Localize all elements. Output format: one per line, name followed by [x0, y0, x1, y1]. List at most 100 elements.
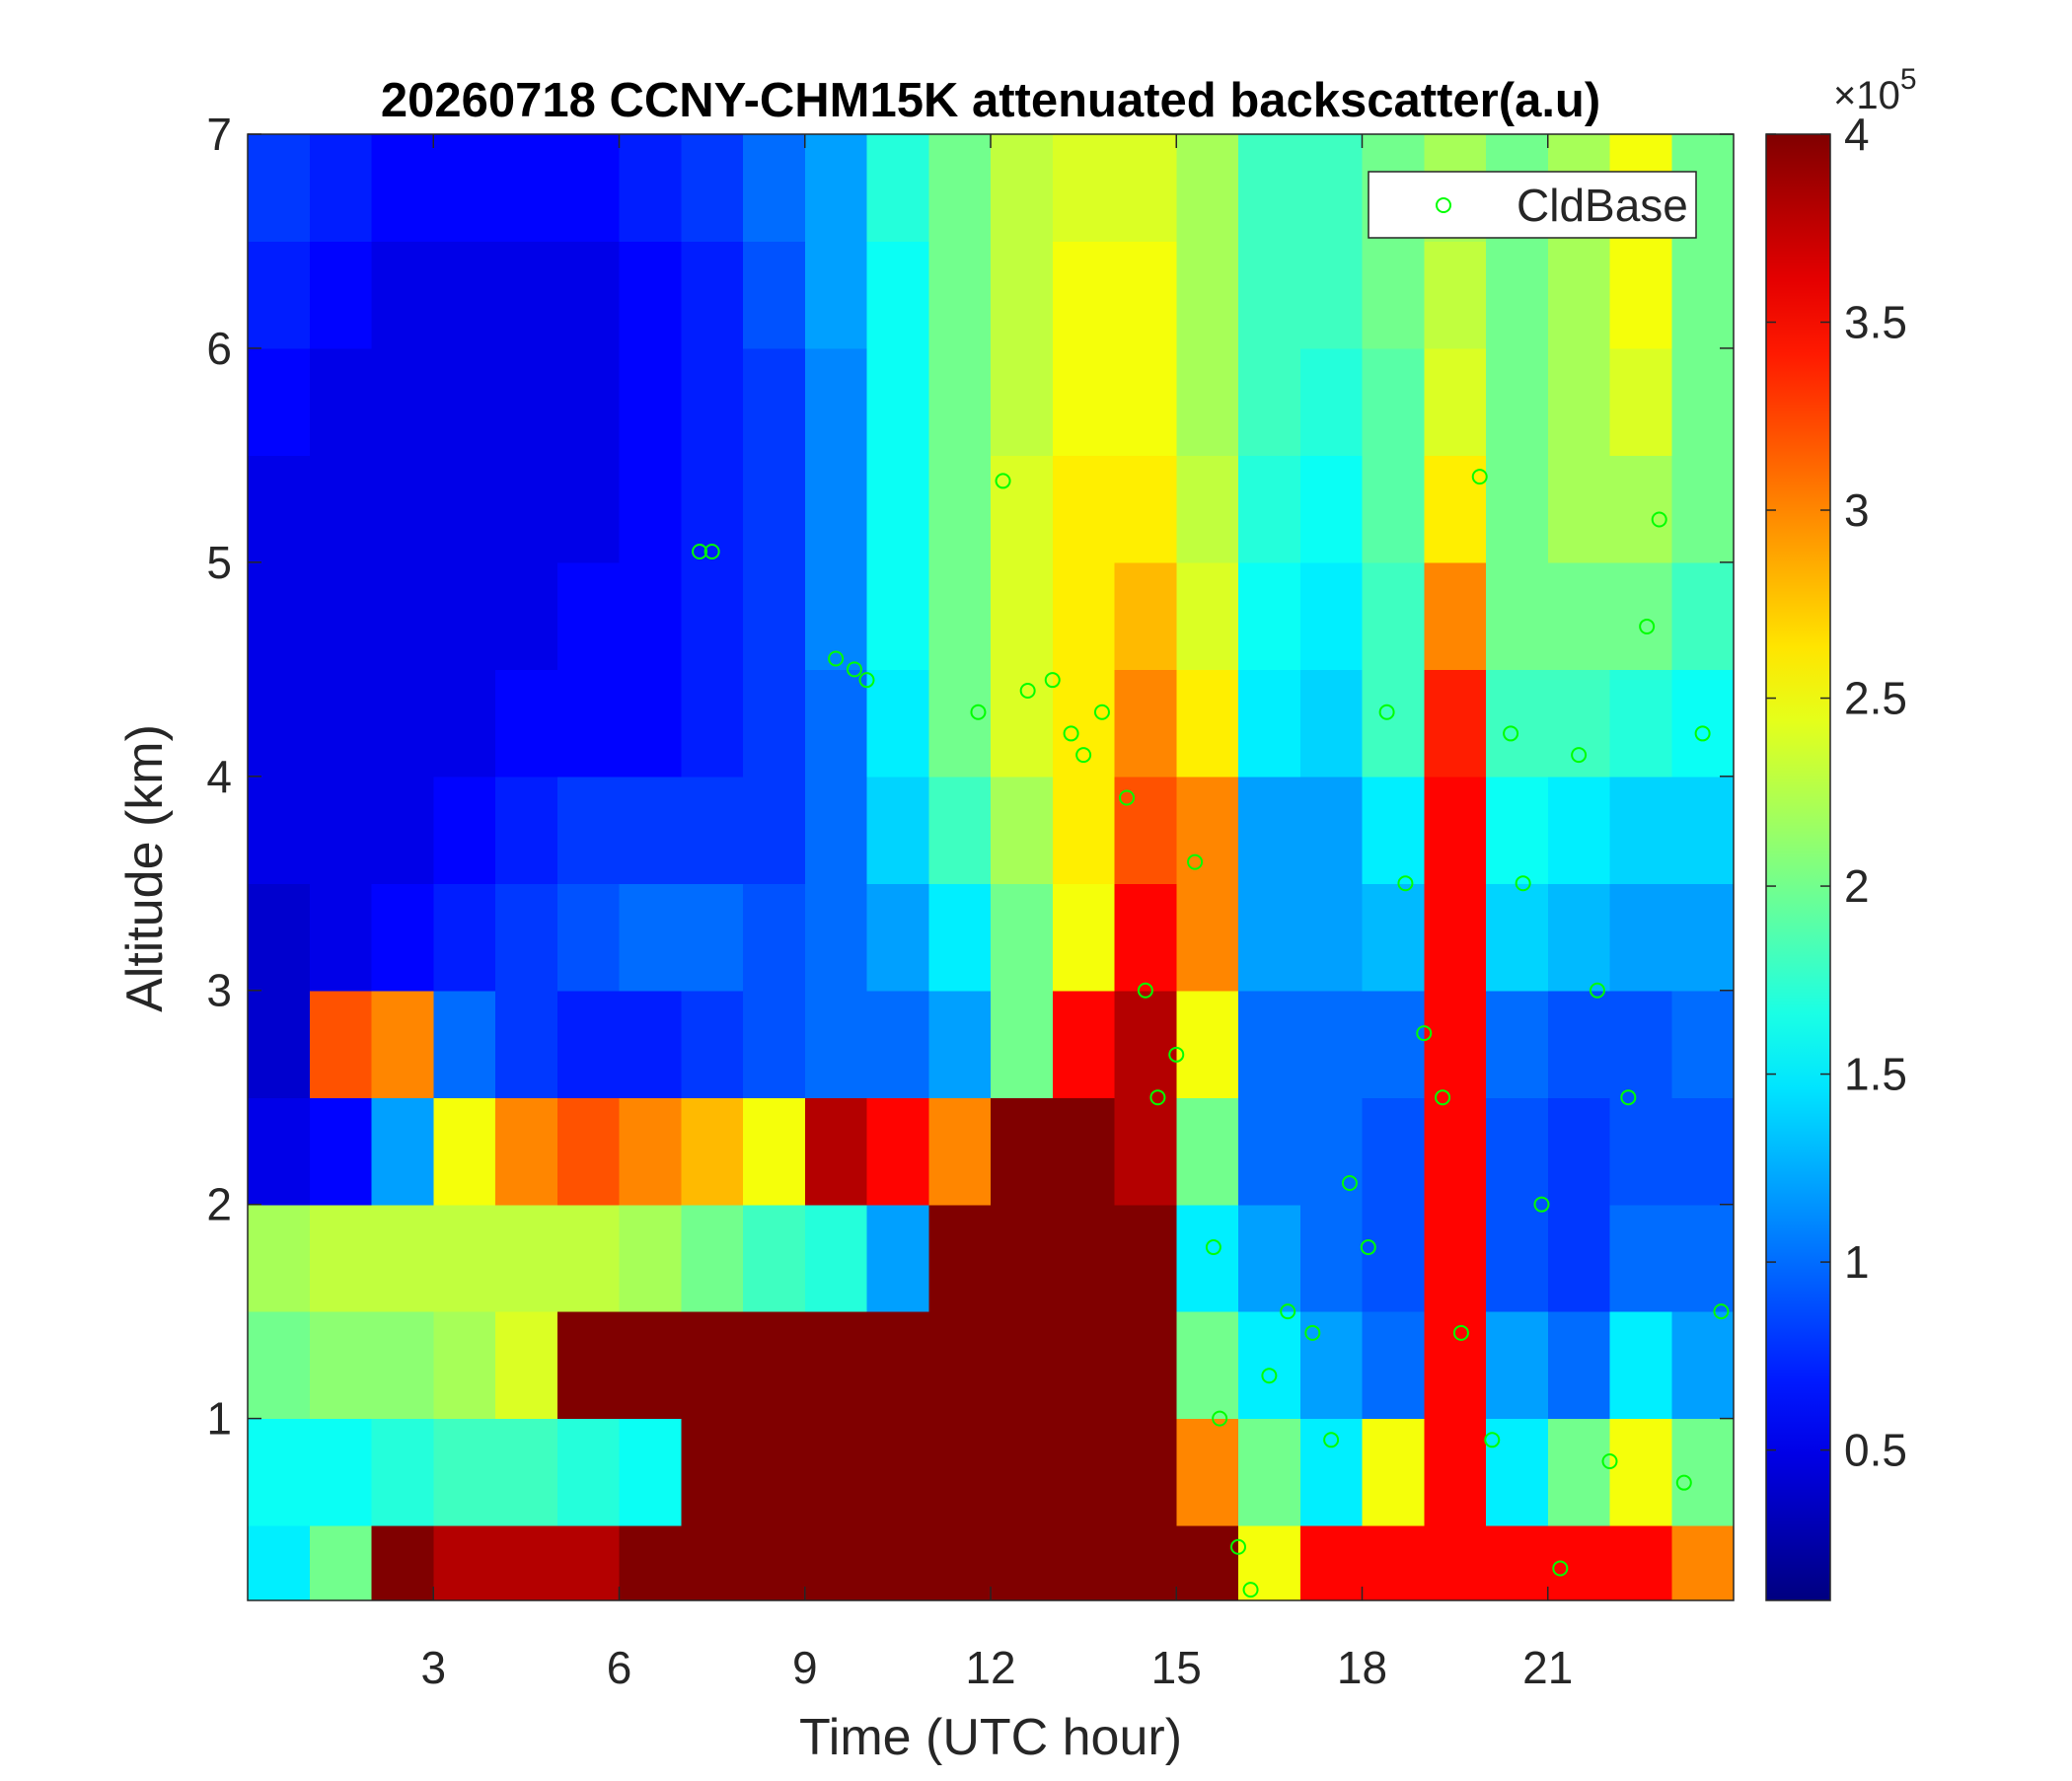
x-tick-label: 18 — [1337, 1642, 1387, 1693]
colorbar-tick-label: 3 — [1844, 484, 1870, 536]
heatmap-cell — [1052, 1311, 1116, 1420]
heatmap-cell — [743, 1525, 806, 1601]
heatmap-cell — [1424, 347, 1487, 457]
heatmap-cell — [991, 561, 1054, 670]
x-tick-label: 6 — [607, 1642, 632, 1693]
heatmap-cell — [1609, 1311, 1672, 1420]
heatmap-cell — [1671, 883, 1735, 992]
heatmap-cell — [495, 883, 558, 992]
heatmap-cell — [1176, 347, 1239, 457]
heatmap-cell — [309, 883, 373, 992]
heatmap-cell — [371, 1525, 434, 1601]
y-tick-label: 4 — [206, 751, 232, 802]
heatmap-cell — [556, 241, 621, 349]
cloud-base-point — [1075, 747, 1092, 764]
heatmap-cell — [1362, 1418, 1425, 1526]
heatmap-cell — [1362, 1525, 1425, 1601]
heatmap-cell — [248, 455, 311, 563]
heatmap-cell — [928, 134, 992, 243]
heatmap-cell — [1609, 669, 1672, 778]
heatmap-cell — [1114, 134, 1177, 243]
heatmap-cell — [681, 883, 744, 992]
heatmap-cell — [928, 669, 992, 778]
heatmap-cell — [1299, 1097, 1364, 1206]
cloud-base-point — [970, 704, 987, 720]
heatmap-cell — [928, 1418, 992, 1526]
y-axis-label: Altitude (km) — [116, 724, 174, 1012]
heatmap-cell — [1052, 776, 1116, 884]
heatmap-cell — [1114, 883, 1177, 992]
heatmap-cell — [433, 241, 496, 349]
heatmap-cell — [1052, 990, 1116, 1098]
heatmap-cell — [1176, 669, 1239, 778]
heatmap-cell — [804, 1418, 868, 1526]
heatmap-cell — [1176, 1311, 1239, 1420]
heatmap-cell — [1114, 455, 1177, 563]
heatmap-cell — [1238, 1418, 1301, 1526]
heatmap-cell — [248, 1311, 311, 1420]
heatmap-cell — [371, 669, 434, 778]
cloud-base-point — [1694, 725, 1711, 742]
heatmap-cell — [1238, 134, 1301, 243]
heatmap-cell — [681, 561, 744, 670]
heatmap-cell — [1609, 1418, 1672, 1526]
heatmap-cell — [991, 347, 1054, 457]
heatmap-cell — [681, 455, 744, 563]
heatmap-cell — [433, 1097, 496, 1206]
heatmap-cell — [1547, 776, 1611, 884]
heatmap-cell — [1671, 776, 1735, 884]
x-tick-label: 21 — [1522, 1642, 1573, 1693]
heatmap-cell — [371, 347, 434, 457]
heatmap-cell — [866, 776, 929, 884]
heatmap-cell — [1609, 455, 1672, 563]
heatmap-cell — [681, 1204, 744, 1312]
heatmap-cell — [556, 455, 621, 563]
heatmap-cell — [1424, 241, 1487, 349]
heatmap-cell — [991, 669, 1054, 778]
heatmap-cell — [1299, 669, 1364, 778]
x-tick-label: 15 — [1151, 1642, 1202, 1693]
heatmap-cell — [866, 455, 929, 563]
heatmap-cell — [556, 134, 621, 243]
cloud-base-point — [1044, 672, 1061, 689]
heatmap-cell — [681, 134, 744, 243]
heatmap-cell — [804, 1311, 868, 1420]
heatmap-cell — [619, 990, 682, 1098]
heatmap-cell — [804, 561, 868, 670]
heatmap-cell — [1424, 455, 1487, 563]
heatmap-cell — [1362, 1311, 1425, 1420]
heatmap-cell — [309, 669, 373, 778]
heatmap-cell — [1114, 990, 1177, 1098]
colorbar-tick-label: 1 — [1844, 1236, 1870, 1288]
heatmap-cell — [681, 241, 744, 349]
heatmap-cell — [804, 1204, 868, 1312]
heatmap-cell — [495, 1418, 558, 1526]
legend-label: CldBase — [1517, 180, 1688, 231]
y-tick-label: 5 — [206, 537, 232, 588]
y-tick-label: 2 — [206, 1179, 232, 1230]
heatmap-cell — [248, 347, 311, 457]
colorbar-multiplier-base: ×10 — [1833, 74, 1900, 117]
heatmap-cell — [1238, 1525, 1301, 1601]
heatmap-cell — [1176, 990, 1239, 1098]
heatmap-cell — [743, 455, 806, 563]
heatmap-cell — [1052, 669, 1116, 778]
x-axis-label: Time (UTC hour) — [799, 1709, 1182, 1766]
cloud-base-point — [1019, 683, 1036, 700]
cloud-base-point — [1119, 789, 1136, 806]
heatmap-cell — [928, 990, 992, 1098]
cloud-base-point — [1360, 1239, 1376, 1256]
heatmap-cell — [991, 990, 1054, 1098]
cloud-base-point — [1205, 1239, 1221, 1256]
heatmap-cell — [495, 1097, 558, 1206]
heatmap-cell — [556, 1204, 621, 1312]
heatmap-cell — [248, 883, 311, 992]
heatmap-cell — [1238, 990, 1301, 1098]
heatmap-cell — [866, 1204, 929, 1312]
heatmap-cell — [991, 241, 1054, 349]
heatmap-cell — [495, 455, 558, 563]
cloud-base-point — [828, 650, 845, 667]
heatmap-cell — [1052, 1204, 1116, 1312]
heatmap-cell — [495, 1311, 558, 1420]
cloud-base-point — [1230, 1538, 1246, 1555]
